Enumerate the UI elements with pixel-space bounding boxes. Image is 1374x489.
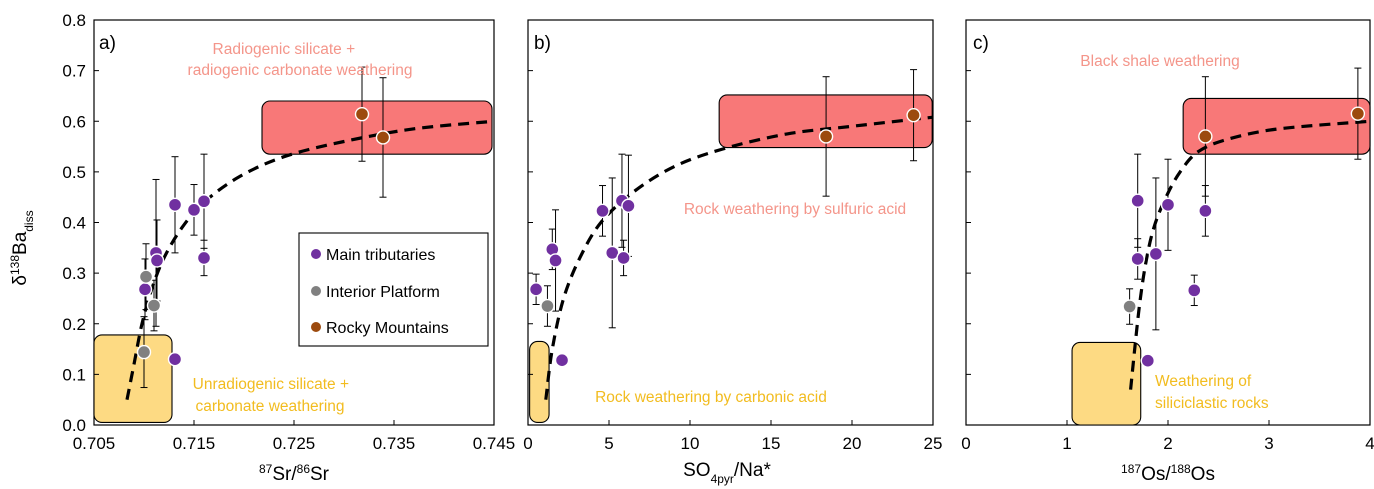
x-tick-label: 15 [762, 434, 781, 453]
y-tick-label: 0.8 [62, 11, 86, 30]
panel-label: b) [534, 33, 551, 54]
y-ticks-group [528, 19, 533, 426]
x-tick-label: 4 [1365, 434, 1374, 453]
x-tick-label: 25 [924, 434, 943, 453]
data-point-main-tributaries [1198, 203, 1213, 219]
x-ticks-group: 0.705 0.715 0.725 0.735 0.745 [73, 420, 516, 453]
y-tick-label: 0.6 [62, 112, 86, 131]
data-point-main-tributaries [1140, 353, 1156, 368]
data-point-rocky-mountains [375, 130, 391, 145]
data-point-main-tributaries [1148, 246, 1164, 262]
x-tick-label: 0 [523, 434, 532, 453]
trend-curve [544, 115, 934, 400]
y-axis-label: δ138Badiss [8, 210, 36, 285]
data-point-main-tributaries [149, 253, 165, 268]
legend-frame [298, 232, 489, 347]
data-point-main-tributaries [1160, 197, 1176, 212]
data-point-main-tributaries [196, 250, 212, 266]
legend-label-main-tributaries: Main tributaries [326, 247, 435, 264]
panel-label: a) [99, 33, 116, 54]
annotation-radiogenic: Radiogenic silicate + radiogenic carbona… [188, 41, 413, 79]
legend-marker-main-tributaries [311, 249, 321, 259]
annotation-carbonic: Rock weathering by carbonic acid [595, 389, 827, 406]
data-point-main-tributaries [528, 282, 544, 297]
yellow-region-box [529, 340, 550, 424]
x-tick-label: 0.725 [273, 434, 316, 453]
panel-a: 0.00.10.20.30.40.50.60.70.8 0.705 0.715 0.… [62, 11, 515, 485]
y-tick-label: 0.2 [62, 315, 86, 334]
regions-group [1071, 97, 1371, 426]
y-ticks-group [966, 19, 971, 426]
x-tick-label: 3 [1264, 434, 1273, 453]
data-point-rocky-mountains [1350, 106, 1366, 121]
data-point-main-tributaries [137, 282, 153, 297]
annotation-unradiogenic: Unradiogenic silicate + carbonate weathe… [193, 376, 354, 415]
data-point-main-tributaries [196, 194, 212, 209]
data-point-main-tributaries [595, 203, 610, 219]
y-tick-label: 0.7 [62, 62, 86, 81]
x-ticks-group: 0 1 2 3 4 [961, 420, 1374, 453]
y-tick-label: 0.0 [62, 416, 86, 435]
x-tick-label: 10 [681, 434, 700, 453]
red-region-box [1182, 97, 1371, 155]
legend-marker-rocky-mountains [311, 322, 321, 332]
data-point-main-tributaries [616, 250, 631, 266]
legend: Main tributaries Interior Platform Rocky… [298, 232, 489, 347]
annotation-sulfuric: Rock weathering by sulfuric acid [684, 201, 906, 218]
x-tick-label: 0.735 [373, 434, 416, 453]
data-point-main-tributaries [1130, 251, 1145, 267]
red-region-box [261, 100, 493, 155]
yellow-region-box [1071, 341, 1142, 426]
points-group [1122, 106, 1366, 368]
x-tick-label: 0.705 [73, 434, 116, 453]
data-point-main-tributaries [554, 353, 570, 368]
x-tick-label: 5 [604, 434, 613, 453]
x-tick-label: 0 [961, 434, 970, 453]
data-point-main-tributaries [186, 202, 202, 218]
points-group [528, 107, 921, 368]
y-tick-label: 0.1 [62, 365, 86, 384]
legend-label-rocky-mountains: Rocky Mountains [326, 320, 449, 337]
regions-group [93, 100, 493, 424]
data-point-interior-platform [1122, 299, 1137, 314]
y-ticks-group: 0.0 0.1 0.2 0.3 0.4 0.5 0.6 0.7 0.8 [62, 11, 99, 435]
y-tick-label: 0.5 [62, 163, 86, 182]
data-point-interior-platform [138, 269, 154, 284]
x-axis-label: 87Sr/86Sr [259, 462, 330, 485]
annotation-black-shale: Black shale weathering [1080, 53, 1239, 70]
x-axis-label: SO4pyr/Na* [683, 460, 771, 486]
y-tick-label: 0.4 [62, 214, 86, 233]
data-point-main-tributaries [167, 351, 183, 367]
data-point-main-tributaries [167, 197, 183, 212]
yellow-region-box [93, 334, 173, 424]
x-tick-label: 0.745 [473, 434, 516, 453]
data-point-rocky-mountains [906, 107, 921, 123]
y-tick-label: 0.3 [62, 264, 86, 283]
x-axis-label: 187Os/188Os [1121, 462, 1215, 485]
x-tick-label: 20 [843, 434, 862, 453]
x-tick-label: 0.715 [173, 434, 216, 453]
x-tick-label: 1 [1062, 434, 1071, 453]
data-point-main-tributaries [1187, 283, 1202, 298]
x-tick-label: 2 [1163, 434, 1172, 453]
x-ticks-group: 0 5 10 15 20 25 [523, 420, 942, 453]
legend-marker-interior-platform [311, 286, 321, 296]
panel-label: c) [973, 33, 989, 54]
data-point-main-tributaries [1130, 193, 1145, 208]
trend-curve [1129, 119, 1371, 390]
points-group [136, 106, 391, 367]
panel-b: 0 5 10 15 20 25 b) Rock weathering by sulfuri… [523, 19, 942, 486]
data-point-rocky-mountains [818, 129, 834, 144]
data-point-rocky-mountains [354, 106, 370, 122]
annotation-siliciclastic: Weathering of siliciclastic rocks [1155, 373, 1269, 412]
data-point-interior-platform [540, 298, 555, 314]
data-point-main-tributaries [548, 253, 563, 268]
data-point-main-tributaries [621, 198, 636, 213]
legend-label-interior-platform: Interior Platform [326, 284, 440, 301]
panel-c: 0 1 2 3 4 c) Black shale weathering Weatheri… [961, 19, 1374, 485]
data-point-interior-platform [136, 344, 152, 360]
data-point-rocky-mountains [1198, 129, 1213, 144]
data-point-interior-platform [146, 298, 162, 313]
